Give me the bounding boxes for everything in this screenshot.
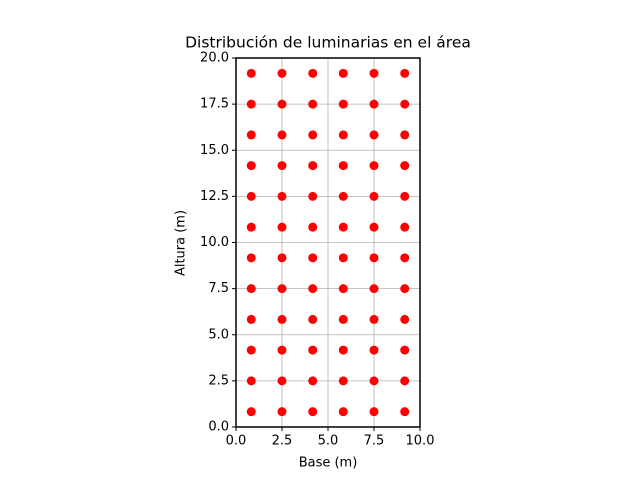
point bbox=[400, 222, 410, 232]
point bbox=[338, 284, 348, 294]
x-tick-label: 0.0 bbox=[226, 434, 247, 449]
point bbox=[246, 222, 256, 232]
point bbox=[400, 253, 410, 263]
y-tick-label: 12.5 bbox=[200, 189, 229, 204]
y-tick-label: 5.0 bbox=[208, 327, 229, 342]
point bbox=[277, 284, 287, 294]
point bbox=[338, 407, 348, 417]
point bbox=[400, 407, 410, 417]
plot-frame bbox=[235, 57, 421, 428]
y-tick-label: 10.0 bbox=[200, 235, 229, 250]
point bbox=[338, 191, 348, 201]
point bbox=[369, 191, 379, 201]
point bbox=[338, 253, 348, 263]
point bbox=[308, 284, 318, 294]
x-tick-label: 2.5 bbox=[272, 434, 293, 449]
point bbox=[338, 314, 348, 324]
point bbox=[400, 161, 410, 171]
point bbox=[369, 284, 379, 294]
point bbox=[369, 376, 379, 386]
y-tick-label: 15.0 bbox=[200, 143, 229, 158]
point bbox=[308, 314, 318, 324]
point bbox=[338, 161, 348, 171]
point bbox=[246, 99, 256, 109]
point bbox=[369, 345, 379, 355]
point bbox=[246, 161, 256, 171]
point bbox=[308, 68, 318, 78]
point bbox=[246, 376, 256, 386]
point bbox=[400, 376, 410, 386]
point bbox=[308, 407, 318, 417]
point bbox=[277, 68, 287, 78]
y-axis-label: Altura (m) bbox=[174, 210, 189, 276]
y-tick-label: 20.0 bbox=[200, 51, 229, 66]
chart-title: Distribución de luminarias en el área bbox=[185, 34, 471, 52]
point bbox=[400, 314, 410, 324]
point bbox=[400, 191, 410, 201]
point bbox=[400, 130, 410, 140]
point bbox=[277, 345, 287, 355]
point bbox=[308, 161, 318, 171]
point bbox=[369, 407, 379, 417]
point bbox=[308, 191, 318, 201]
point bbox=[369, 130, 379, 140]
y-tick-label: 17.5 bbox=[200, 97, 229, 112]
point bbox=[369, 99, 379, 109]
point bbox=[246, 68, 256, 78]
point bbox=[277, 253, 287, 263]
x-tick-label: 7.5 bbox=[364, 434, 385, 449]
point bbox=[246, 130, 256, 140]
point bbox=[277, 222, 287, 232]
point bbox=[308, 222, 318, 232]
point bbox=[277, 99, 287, 109]
point bbox=[246, 191, 256, 201]
point bbox=[338, 99, 348, 109]
point bbox=[400, 99, 410, 109]
y-tick-label: 2.5 bbox=[208, 373, 229, 388]
point bbox=[400, 284, 410, 294]
point bbox=[400, 68, 410, 78]
point bbox=[400, 345, 410, 355]
point bbox=[369, 253, 379, 263]
y-tick-label: 0.0 bbox=[208, 420, 229, 435]
point bbox=[277, 314, 287, 324]
point bbox=[308, 253, 318, 263]
point bbox=[308, 99, 318, 109]
point bbox=[277, 130, 287, 140]
x-tick-label: 5.0 bbox=[318, 434, 339, 449]
y-tick-label: 7.5 bbox=[208, 281, 229, 296]
point bbox=[246, 314, 256, 324]
point bbox=[369, 314, 379, 324]
point bbox=[246, 407, 256, 417]
point bbox=[308, 376, 318, 386]
point bbox=[338, 130, 348, 140]
point bbox=[338, 68, 348, 78]
point bbox=[277, 191, 287, 201]
point bbox=[308, 130, 318, 140]
point bbox=[338, 345, 348, 355]
point bbox=[277, 376, 287, 386]
point bbox=[246, 284, 256, 294]
point bbox=[308, 345, 318, 355]
point bbox=[277, 161, 287, 171]
point bbox=[246, 253, 256, 263]
x-tick-label: 10.0 bbox=[406, 434, 435, 449]
x-axis-label: Base (m) bbox=[299, 456, 358, 471]
point bbox=[246, 345, 256, 355]
point bbox=[338, 376, 348, 386]
point bbox=[369, 161, 379, 171]
point bbox=[338, 222, 348, 232]
point bbox=[277, 407, 287, 417]
point bbox=[369, 68, 379, 78]
point bbox=[369, 222, 379, 232]
